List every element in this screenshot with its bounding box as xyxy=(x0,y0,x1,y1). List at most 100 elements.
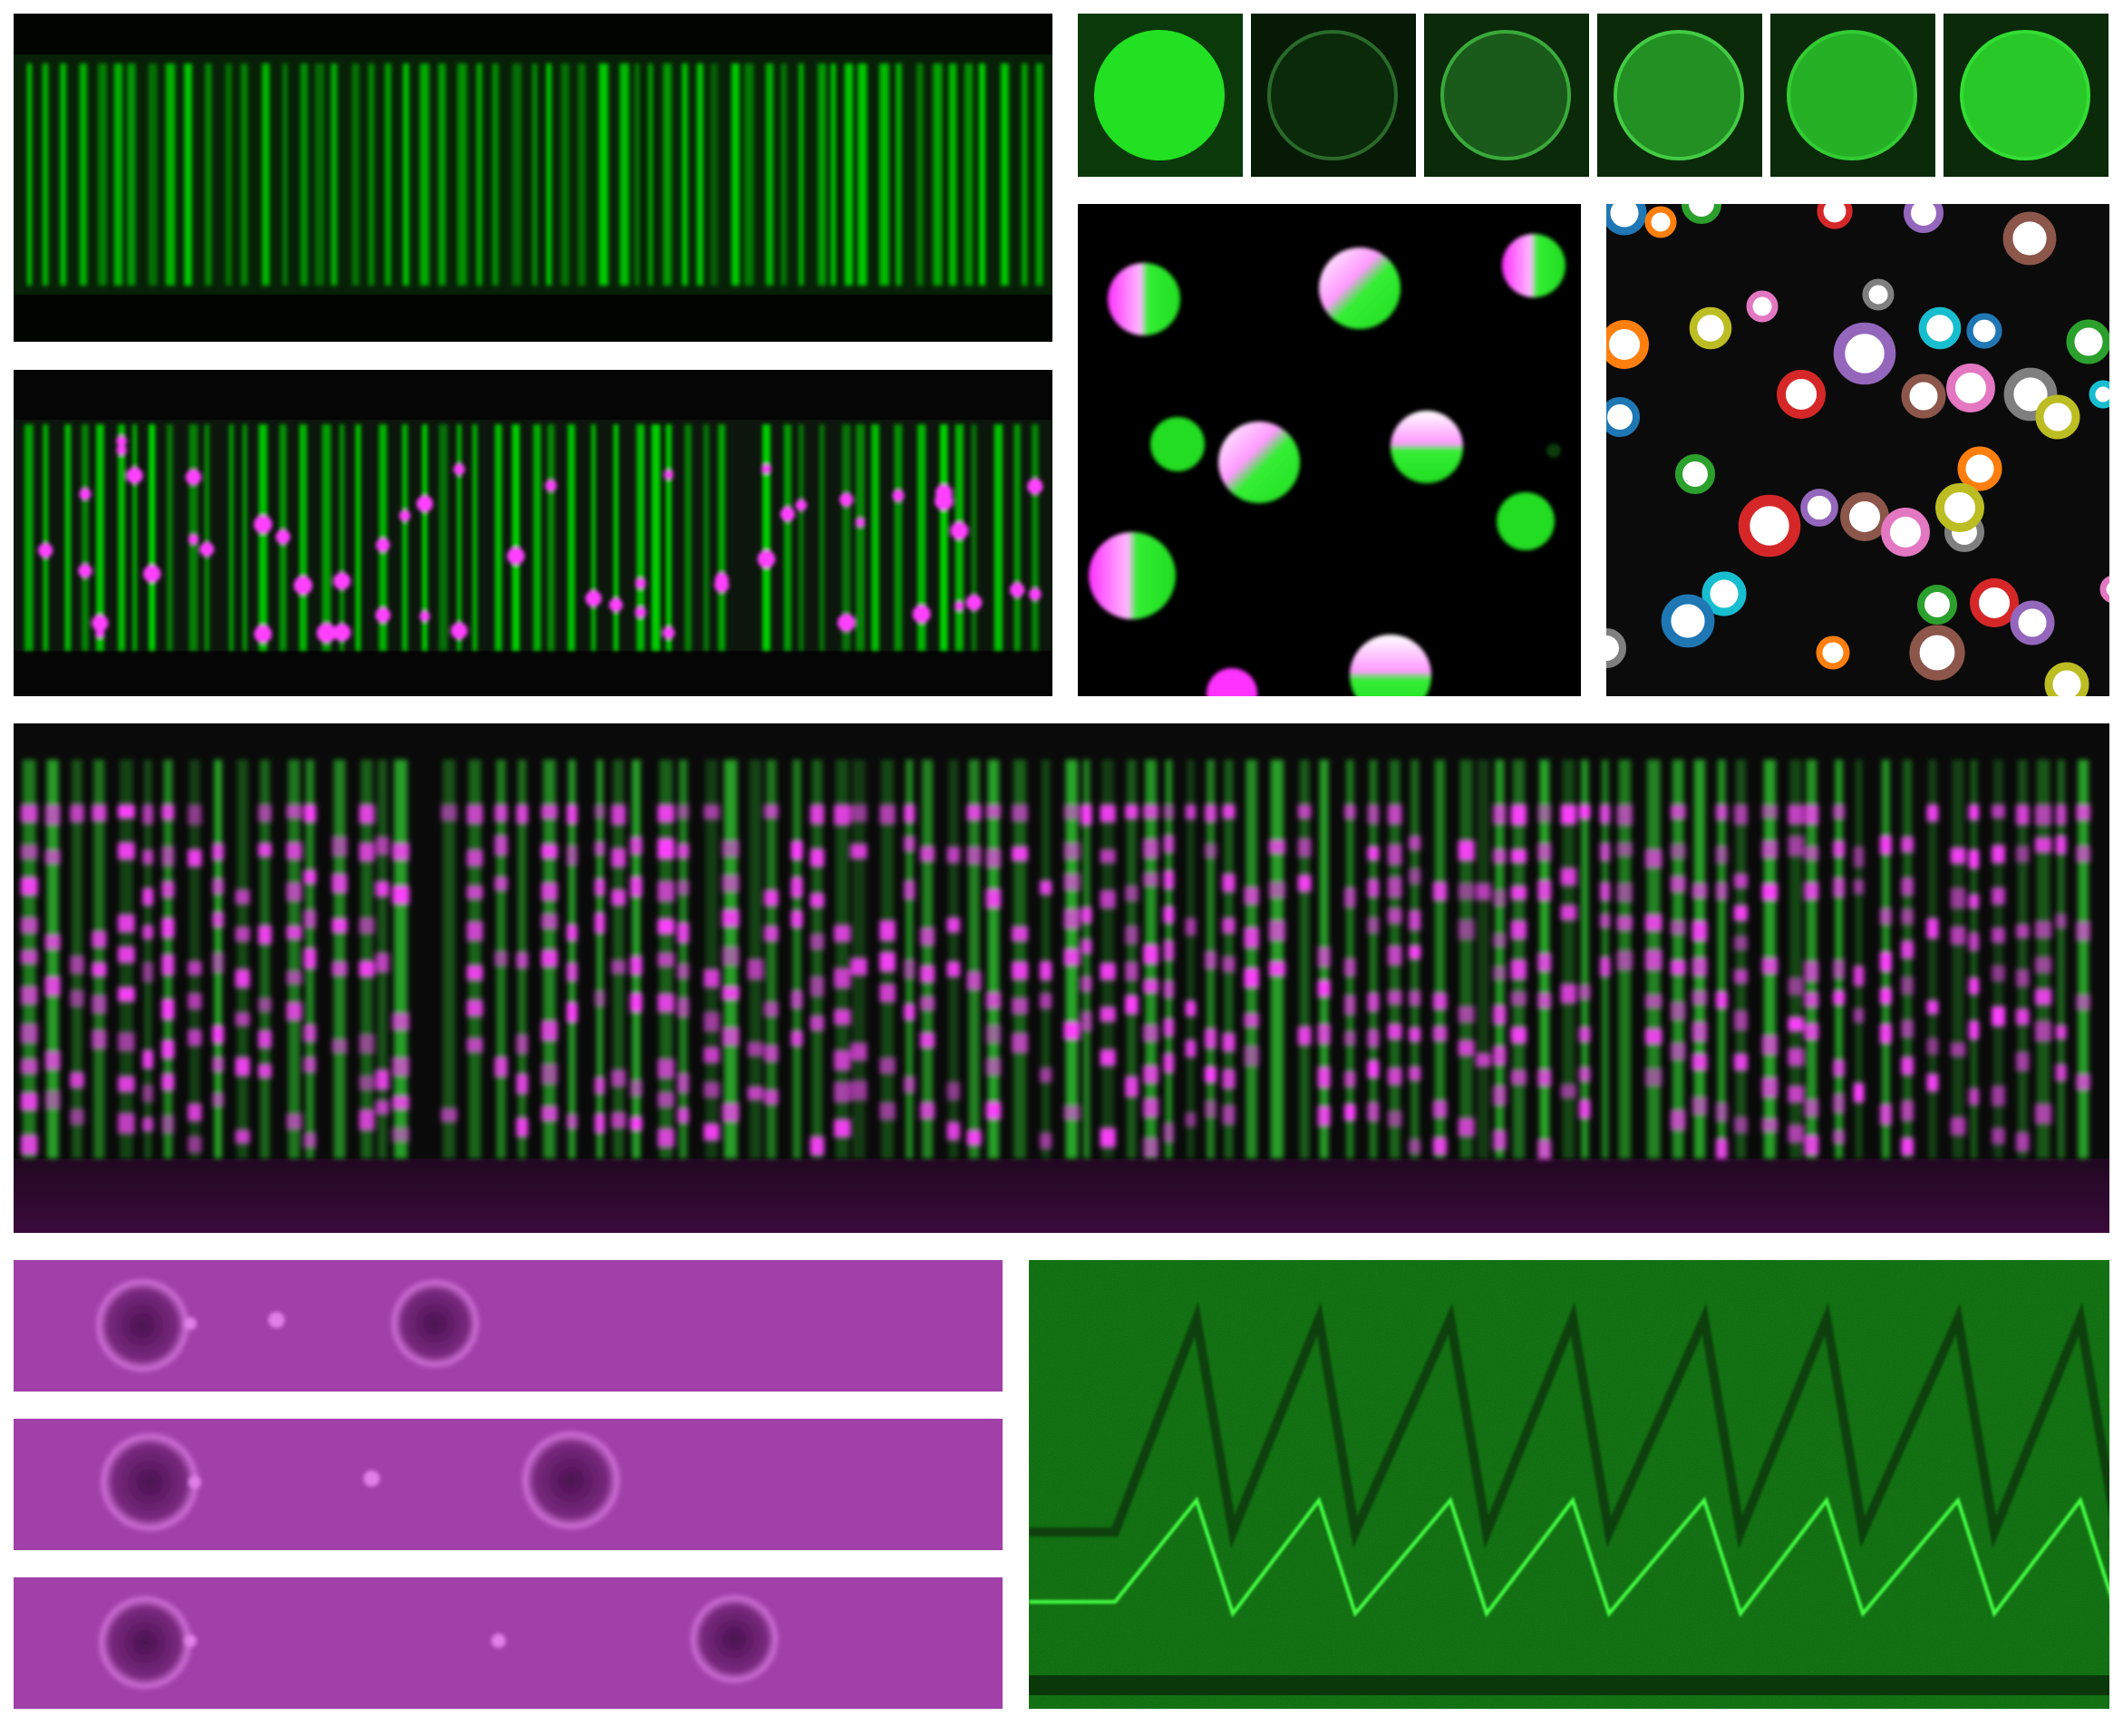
magenta-spot xyxy=(1409,991,1421,1005)
bead xyxy=(268,1312,285,1328)
magenta-spot xyxy=(92,963,107,976)
magenta-spot xyxy=(1992,965,2005,982)
magenta-spot xyxy=(608,597,624,612)
droplet xyxy=(1150,417,1205,471)
magenta-strip-1-image xyxy=(14,1260,1003,1392)
magenta-spot xyxy=(212,1092,224,1107)
magenta-spot xyxy=(1222,1033,1236,1052)
magenta-spot xyxy=(212,878,224,894)
magenta-spot xyxy=(1163,1123,1175,1142)
magenta-spot xyxy=(1537,953,1552,972)
magenta-spot xyxy=(2015,1132,2030,1151)
magenta-spot xyxy=(1268,881,1285,898)
magenta-spot xyxy=(466,805,483,824)
magenta-spot xyxy=(142,1118,154,1131)
magenta-spot xyxy=(304,910,316,928)
magenta-spot xyxy=(892,490,905,502)
magenta-spot xyxy=(764,805,779,819)
channel-stripe xyxy=(1022,63,1028,286)
magenta-spot xyxy=(1125,926,1139,945)
magenta-spot xyxy=(1510,886,1527,900)
magenta-spot xyxy=(567,1003,577,1023)
magenta-spot xyxy=(1125,962,1139,981)
magenta-spot xyxy=(946,962,961,977)
magenta-strip-3-image xyxy=(14,1577,1003,1709)
magenta-spot xyxy=(451,622,468,640)
panel-channel-array-large-merge xyxy=(14,723,2109,1233)
magenta-spot xyxy=(286,882,302,901)
magenta-spot xyxy=(2015,805,2030,825)
magenta-spot xyxy=(161,1073,175,1091)
magenta-spot xyxy=(453,463,465,476)
channel-stripe xyxy=(532,63,538,286)
magenta-spot xyxy=(1012,962,1028,980)
magenta-spot xyxy=(161,1040,175,1059)
magenta-spot xyxy=(1027,478,1043,495)
magenta-spot xyxy=(839,492,854,507)
magenta-spot xyxy=(722,946,740,965)
magenta-spot xyxy=(1297,875,1312,892)
channel-stripe xyxy=(2078,760,2089,1159)
magenta-spot xyxy=(541,805,557,820)
magenta-spot xyxy=(1100,805,1116,822)
magenta-spot xyxy=(567,963,577,981)
magenta-spot xyxy=(1833,1093,1845,1113)
magenta-spot xyxy=(677,805,690,819)
magenta-spot xyxy=(946,917,961,933)
magenta-spot xyxy=(635,606,646,618)
magenta-spot xyxy=(1143,805,1158,819)
magenta-spot xyxy=(1100,849,1116,863)
segmentation-ring xyxy=(1661,594,1715,648)
magenta-spot xyxy=(1616,916,1633,930)
magenta-spot xyxy=(1992,1128,2005,1144)
channel-stripe xyxy=(476,63,483,286)
bead xyxy=(184,1634,197,1647)
magenta-spot xyxy=(677,964,690,979)
magenta-spot xyxy=(359,1075,374,1091)
magenta-spot xyxy=(70,955,84,974)
magenta-spot xyxy=(1040,880,1052,895)
channel-stripe xyxy=(968,760,980,1159)
channel-array-large-merge-image xyxy=(14,723,2109,1233)
channel-stripe xyxy=(1369,760,1378,1159)
magenta-spot xyxy=(126,467,143,484)
magenta-spot xyxy=(92,995,107,1013)
magenta-spot xyxy=(541,1021,557,1041)
magenta-spot xyxy=(92,1030,107,1049)
magenta-spot xyxy=(235,1057,250,1076)
magenta-spot xyxy=(375,953,389,973)
magenta-spot xyxy=(516,805,528,823)
magenta-spot xyxy=(1950,848,1966,864)
magenta-spot xyxy=(188,1103,202,1121)
channel-stripe xyxy=(149,424,156,651)
vesicle xyxy=(95,1593,195,1692)
magenta-spot xyxy=(677,1073,690,1093)
magenta-spot xyxy=(1205,951,1217,969)
magenta-spot xyxy=(188,961,202,975)
magenta-spot xyxy=(1493,889,1507,907)
channel-stripe xyxy=(165,63,176,286)
magenta-spot xyxy=(834,1050,851,1071)
channel-stripe xyxy=(619,63,630,286)
magenta-spot xyxy=(118,915,135,933)
janus-droplet xyxy=(1391,411,1463,483)
timelapse-frame-4 xyxy=(1597,14,1762,177)
magenta-spot xyxy=(21,917,38,934)
magenta-spot xyxy=(1205,844,1217,858)
magenta-spot xyxy=(316,623,337,644)
magenta-spot xyxy=(595,990,606,1006)
magenta-spot xyxy=(375,881,389,897)
panel-janus-droplets xyxy=(1078,204,1581,696)
magenta-spot xyxy=(441,805,458,821)
magenta-spot xyxy=(21,1135,38,1155)
channel-stripe xyxy=(438,63,446,286)
magenta-spot xyxy=(1761,805,1778,819)
magenta-spot xyxy=(790,878,803,897)
segmentation-ring xyxy=(1966,313,2002,349)
magenta-spot xyxy=(1432,993,1448,1010)
channel-stripe xyxy=(1459,760,1473,1159)
magenta-spot xyxy=(1387,1023,1402,1040)
magenta-spot xyxy=(1458,883,1475,899)
magenta-spot xyxy=(2076,846,2090,862)
magenta-spot xyxy=(657,953,674,966)
